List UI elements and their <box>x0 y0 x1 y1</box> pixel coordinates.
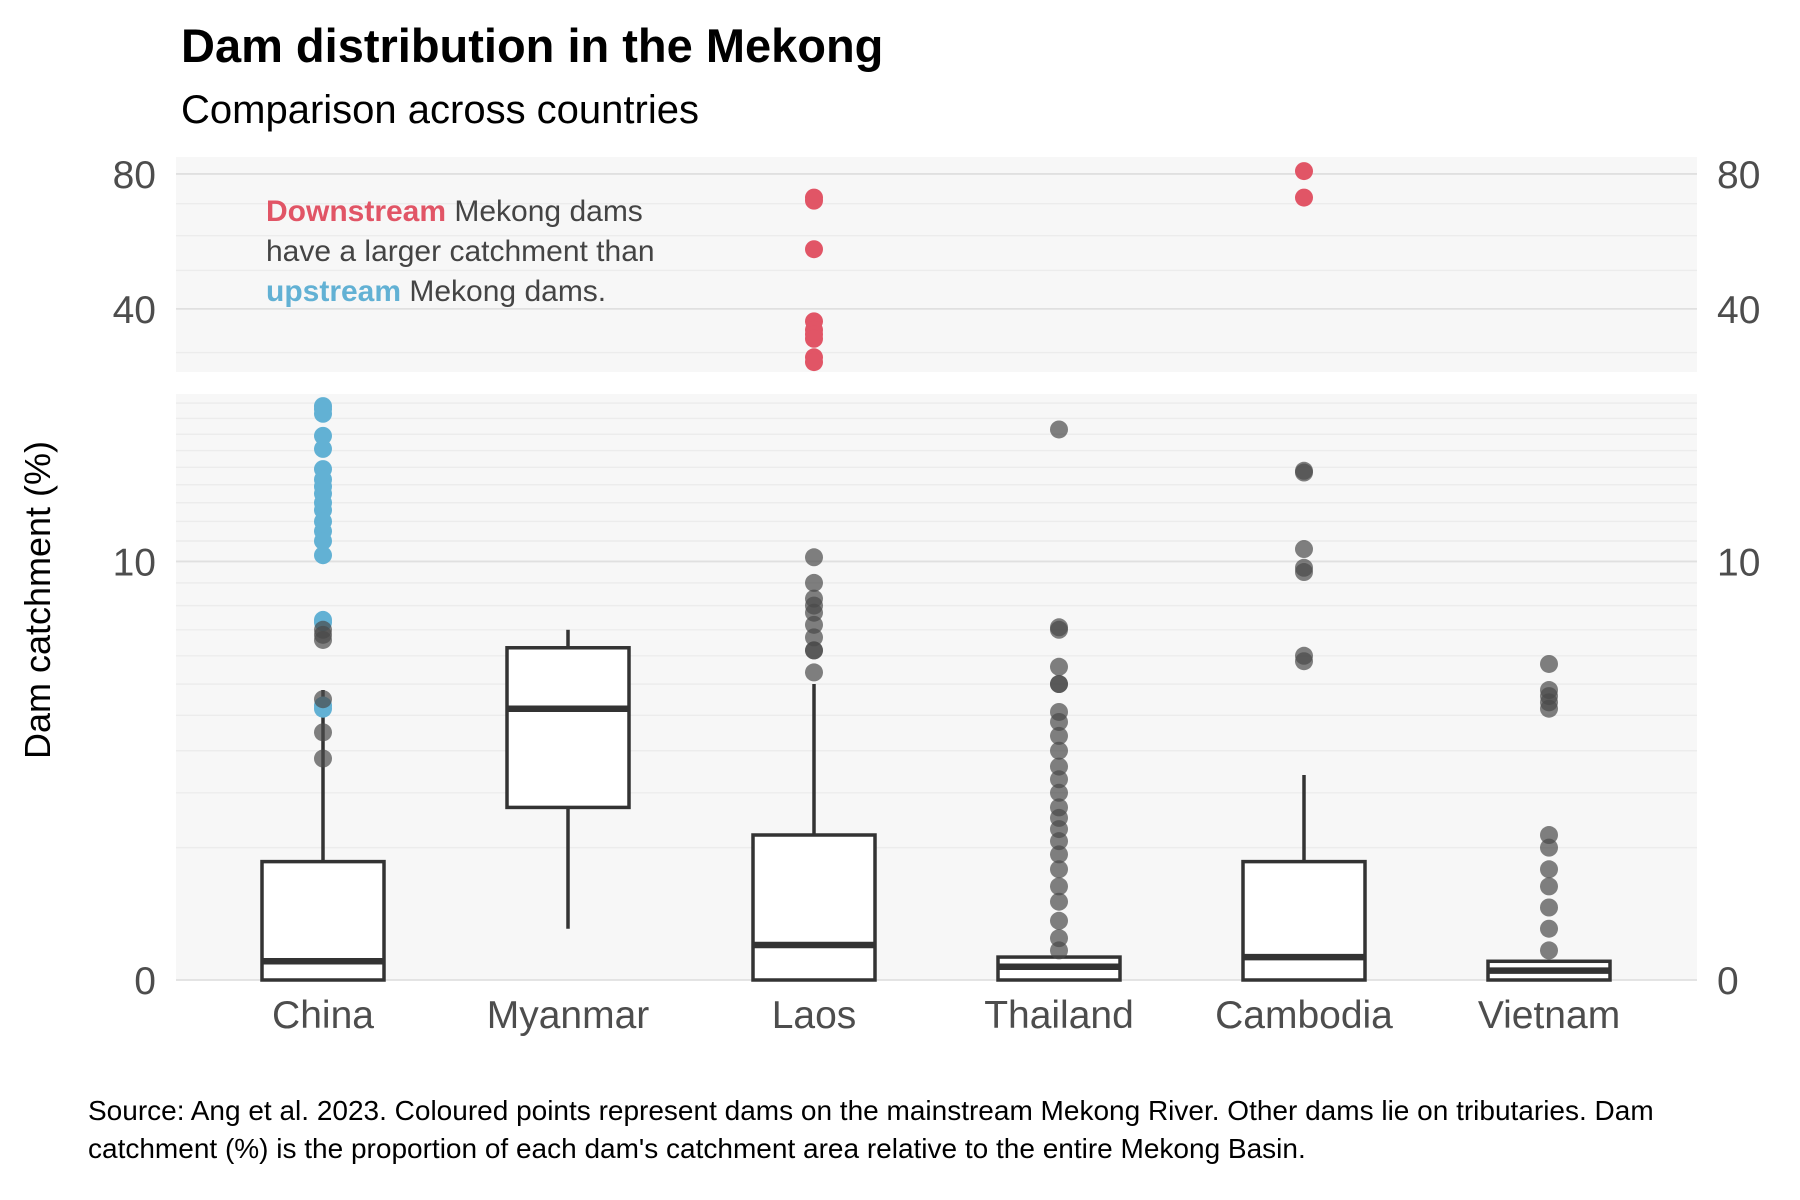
axis-ticks: 40 40 80 80 0 0 10 10 China Myanmar Laos Thailand Ca… <box>113 154 1761 1037</box>
tributary-point <box>1050 892 1068 911</box>
downstream-point <box>1295 188 1313 207</box>
tributary-point <box>1050 657 1068 676</box>
chart-title: Dam distribution in the Mekong <box>181 19 884 72</box>
tributary-point <box>1540 919 1558 938</box>
downstream-point <box>805 240 823 259</box>
tributary-point <box>1050 675 1068 694</box>
box-iqr <box>751 833 877 982</box>
tributary-point <box>805 663 823 682</box>
chart-plot: 40 40 80 80 0 0 10 10 China Myanmar Laos Thailand Ca… <box>17 154 1761 1037</box>
tributary-point <box>314 723 332 742</box>
tributary-point <box>314 690 332 709</box>
y-tick-label-left: 40 <box>113 289 156 332</box>
tributary-point <box>1050 783 1068 802</box>
source-caption: Source: Ang et al. 2023. Coloured points… <box>88 1095 1654 1164</box>
boxplots <box>260 629 1612 982</box>
plot-panels <box>176 157 1697 980</box>
y-tick-label-right: 80 <box>1717 154 1760 197</box>
tributary-point <box>1050 845 1068 864</box>
y-tick-label-left: 0 <box>134 960 156 1003</box>
tributary-point <box>1050 877 1068 896</box>
downstream-point <box>805 191 823 210</box>
tributary-point <box>1050 911 1068 930</box>
annotation-line-3: upstream Mekong dams. <box>266 272 655 312</box>
box-china <box>260 690 386 982</box>
tributary-point <box>1050 941 1068 960</box>
x-tick-label-cambodia: Cambodia <box>1215 994 1393 1037</box>
tributary-point <box>1295 563 1313 582</box>
tributary-point <box>1540 654 1558 673</box>
box-vietnam <box>1486 959 1612 982</box>
box-myanmar <box>505 629 631 929</box>
panel-1 <box>176 157 1697 372</box>
tributary-point <box>1050 726 1068 745</box>
gridlines <box>176 173 1697 981</box>
box-thailand <box>996 955 1122 982</box>
tributary-point <box>1540 860 1558 879</box>
tributary-point <box>314 630 332 649</box>
tributary-point <box>805 628 823 647</box>
x-tick-label-myanmar: Myanmar <box>487 994 650 1037</box>
x-tick-label-vietnam: Vietnam <box>1478 994 1620 1037</box>
downstream-point <box>805 353 823 372</box>
y-tick-label-left: 10 <box>113 541 156 584</box>
box-iqr <box>1241 859 1367 982</box>
outlier-points <box>314 162 1558 960</box>
tributary-point <box>1295 540 1313 559</box>
tributary-point <box>1540 826 1558 845</box>
tributary-point <box>805 548 823 567</box>
y-tick-label-right: 40 <box>1717 289 1760 332</box>
x-tick-label-thailand: Thailand <box>984 994 1134 1037</box>
box-cambodia <box>1241 774 1367 982</box>
tributary-point <box>1540 877 1558 896</box>
tributary-point <box>1050 860 1068 879</box>
annotation-line-3-rest: Mekong dams. <box>401 275 607 308</box>
upstream-point <box>314 546 332 565</box>
tributary-point <box>1540 838 1558 857</box>
tributary-point <box>1295 463 1313 482</box>
y-tick-label-right: 10 <box>1717 541 1760 584</box>
tributary-point <box>1050 832 1068 851</box>
box-laos <box>751 684 877 982</box>
box-iqr <box>505 646 631 810</box>
x-tick-label-china: China <box>272 994 374 1037</box>
y-tick-label-left: 80 <box>113 154 156 197</box>
annotation-line-1-rest: Mekong dams <box>446 195 643 228</box>
tributary-point <box>1540 898 1558 917</box>
tributary-point <box>1050 712 1068 731</box>
tributary-point <box>805 641 823 660</box>
annotation-line-2: have a larger catchment than <box>266 235 655 268</box>
annotation-line-1: Downstream Mekong dams <box>266 192 655 232</box>
upstream-point <box>314 531 332 550</box>
tributary-point <box>314 749 332 768</box>
panel-2 <box>176 394 1697 980</box>
chart-subtitle: Comparison across countries <box>181 88 699 132</box>
upstream-label: upstream <box>266 275 402 308</box>
tributary-point <box>1050 741 1068 760</box>
downstream-point <box>805 329 823 348</box>
tributary-point <box>1050 757 1068 776</box>
downstream-label: Downstream <box>266 195 447 228</box>
annotation: Downstream Mekong dams have a larger cat… <box>266 192 655 312</box>
upstream-point <box>314 404 332 423</box>
upstream-point <box>314 439 332 458</box>
x-tick-label-laos: Laos <box>772 994 857 1037</box>
tributary-point <box>1295 652 1313 671</box>
y-axis-label: Dam catchment (%) <box>17 441 58 759</box>
tributary-point <box>1050 770 1068 789</box>
tributary-point <box>1050 420 1068 439</box>
downstream-point <box>1295 162 1313 181</box>
y-tick-label-right: 0 <box>1717 960 1739 1003</box>
upstream-point <box>314 426 332 445</box>
tributary-point <box>805 573 823 592</box>
tributary-point <box>1050 618 1068 637</box>
tributary-point <box>1540 699 1558 718</box>
tributary-point <box>805 615 823 634</box>
tributary-point <box>1540 941 1558 960</box>
